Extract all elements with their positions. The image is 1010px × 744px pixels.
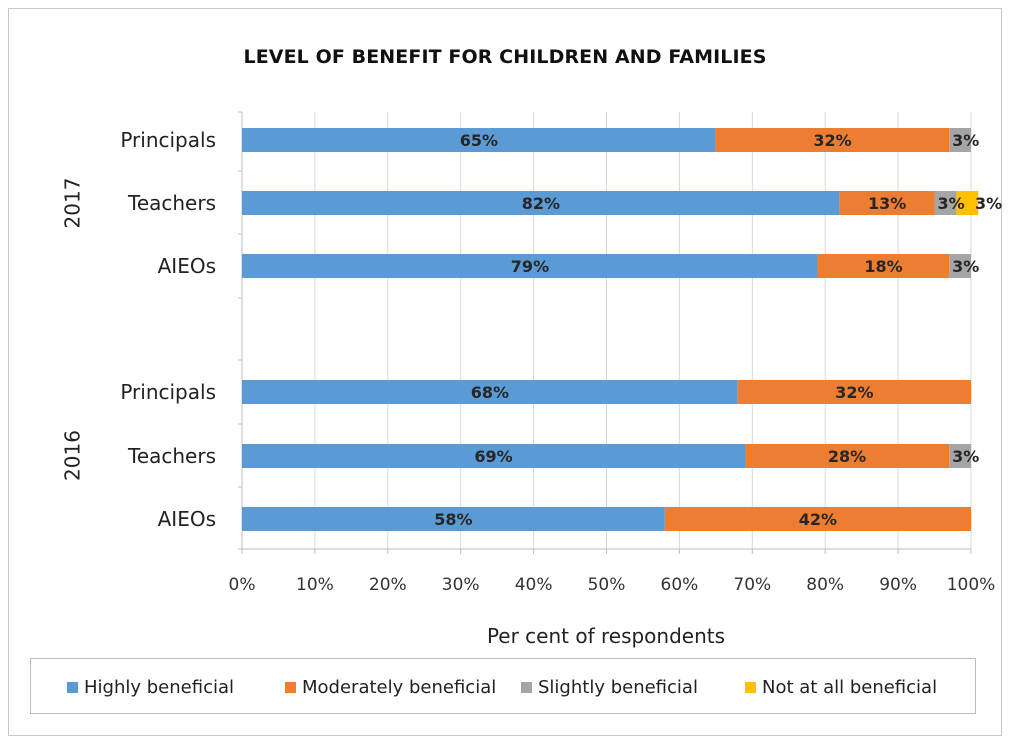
bar-segment <box>949 128 971 152</box>
group-label: 2016 <box>61 430 85 481</box>
chart-title: LEVEL OF BENEFIT FOR CHILDREN AND FAMILI… <box>243 46 767 68</box>
data-label: 42% <box>799 510 837 529</box>
bar-segment <box>745 444 950 468</box>
bar-segment <box>242 254 818 278</box>
bar-segment <box>664 507 971 531</box>
data-label: 65% <box>460 131 498 150</box>
data-label: 3% <box>938 194 965 213</box>
x-tick-label: 70% <box>733 575 771 595</box>
bar-segment <box>839 191 935 215</box>
x-tick-label: 90% <box>879 575 917 595</box>
bar-segment <box>715 128 950 152</box>
bar-segment <box>934 191 957 215</box>
data-label: 28% <box>828 447 866 466</box>
data-label: 13% <box>868 194 906 213</box>
legend-item-slightly: Slightly beneficial <box>521 677 698 698</box>
x-tick-label: 100% <box>947 575 996 595</box>
legend-swatch-slightly <box>521 682 532 693</box>
legend-item-moderately: Moderately beneficial <box>285 677 496 698</box>
legend-swatch-highly <box>67 682 78 693</box>
category-label: Teachers <box>127 444 216 468</box>
data-label: 3% <box>952 257 979 276</box>
x-tick-label: 40% <box>515 575 553 595</box>
bar-segment <box>949 254 971 278</box>
bar-segment <box>242 128 716 152</box>
x-tick-label: 20% <box>369 575 407 595</box>
bar-segment <box>737 380 971 404</box>
category-label: Principals <box>120 380 216 404</box>
x-tick-label: 50% <box>588 575 626 595</box>
legend-item-highly: Highly beneficial <box>67 677 234 698</box>
data-label: 3% <box>952 131 979 150</box>
bar-segment <box>242 191 840 215</box>
category-label: AIEOs <box>158 507 216 531</box>
x-tick-label: 60% <box>661 575 699 595</box>
bar-segment <box>956 191 979 215</box>
group-label: 2017 <box>61 178 85 229</box>
data-label: 32% <box>835 383 873 402</box>
category-label: Principals <box>120 128 216 152</box>
legend: Highly beneficial Moderately beneficial … <box>30 658 976 714</box>
x-axis-title: Per cent of respondents <box>487 624 725 648</box>
legend-label-moderately: Moderately beneficial <box>302 677 497 698</box>
data-label: 82% <box>522 194 560 213</box>
legend-swatch-not-at-all <box>745 682 756 693</box>
category-label: Teachers <box>127 191 216 215</box>
data-label: 18% <box>864 257 902 276</box>
x-tick-label: 10% <box>296 575 334 595</box>
bar-segment <box>949 444 971 468</box>
data-label: 69% <box>474 447 512 466</box>
data-label: 32% <box>813 131 851 150</box>
legend-item-not-at-all: Not at all beneficial <box>745 677 937 698</box>
bar-segment <box>242 380 738 404</box>
bar-segment <box>242 507 665 531</box>
legend-swatch-moderately <box>285 682 296 693</box>
data-label: 79% <box>511 257 549 276</box>
data-label: 58% <box>434 510 472 529</box>
bar-segment <box>242 444 746 468</box>
legend-label-slightly: Slightly beneficial <box>538 677 698 698</box>
x-tick-label: 30% <box>442 575 480 595</box>
legend-label-highly: Highly beneficial <box>84 677 234 698</box>
data-label: 3% <box>952 447 979 466</box>
x-tick-label: 0% <box>229 575 256 595</box>
bar-segment <box>817 254 950 278</box>
x-tick-label: 80% <box>806 575 844 595</box>
legend-label-not-at-all: Not at all beneficial <box>762 677 938 698</box>
data-label: 68% <box>471 383 509 402</box>
data-label: 3% <box>975 194 1002 213</box>
category-label: AIEOs <box>158 254 216 278</box>
